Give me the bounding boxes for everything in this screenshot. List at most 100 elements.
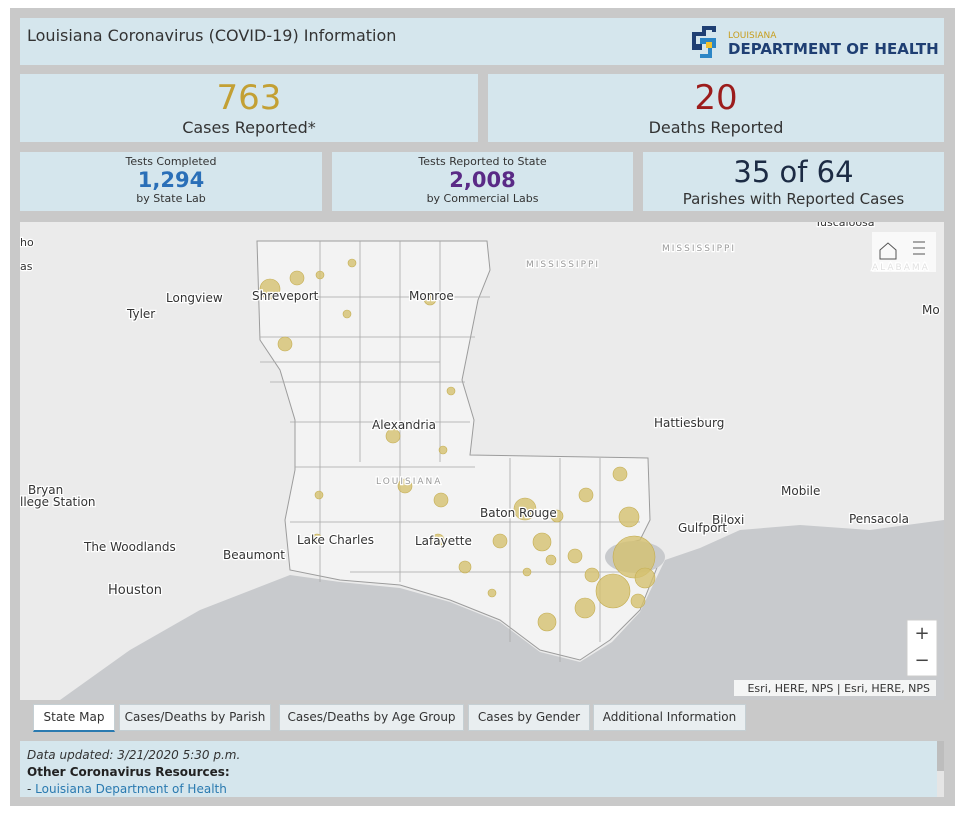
gulf: [60, 520, 944, 700]
case-circle: [315, 270, 325, 280]
zoom-box: [906, 619, 938, 677]
case-circle: [492, 533, 508, 549]
case-circle: [550, 509, 564, 523]
tab[interactable]: Cases/Deaths by Parish: [119, 704, 271, 731]
tests-panel: Tests Completed 1,294 by State Lab: [20, 152, 322, 211]
resources: Other Coronavirus Resources:: [27, 765, 230, 779]
logo-main: DEPARTMENT OF HEALTH: [728, 40, 939, 58]
cases-label: Cases Reported*: [182, 118, 316, 137]
map: ho as Longview Tyler Shreveport Monroe MISSISS…: [20, 222, 944, 700]
scrollbar[interactable]: [937, 741, 944, 797]
home-button[interactable]: [879, 242, 897, 260]
case-circle: [567, 548, 583, 564]
place-label: MISSISSIPPI: [662, 244, 736, 254]
case-circle: [522, 567, 532, 577]
cases-value: 763: [216, 78, 282, 118]
deaths-label: Deaths Reported: [648, 118, 784, 137]
deaths-value: 20: [694, 78, 738, 118]
place-label: Bryan: [28, 483, 63, 497]
place-label: Alexandria: [372, 418, 436, 432]
case-circle: [311, 533, 323, 545]
tab[interactable]: Cases/Deaths by Age Group: [279, 704, 464, 731]
case-circle: [423, 292, 437, 306]
case-circle: [634, 567, 656, 589]
case-circle: [289, 270, 305, 286]
case-circle: [630, 593, 646, 609]
place-label: Longview: [166, 291, 223, 305]
case-circle: [578, 487, 594, 503]
place-label: Mobile: [781, 484, 820, 498]
parishes-label: Parishes with Reported Cases: [682, 190, 905, 208]
commercial-panel: Tests Reported to State 2,008 by Commerc…: [332, 152, 633, 211]
louisiana: [256, 240, 661, 661]
case-circle: [612, 535, 656, 579]
tab[interactable]: Additional Information: [593, 704, 746, 731]
tab[interactable]: State Map: [33, 704, 115, 732]
case-circle: [513, 497, 537, 521]
parishes-panel: 35 of 64 Parishes with Reported Cases: [643, 152, 944, 211]
commercial-value: 2,008: [449, 168, 516, 192]
parishes-value: 35 of 64: [733, 155, 854, 189]
case-circle: [397, 478, 413, 494]
case-circle: [446, 386, 456, 396]
place-label: Gulfport: [678, 521, 727, 535]
place-label: Tyler: [126, 307, 155, 321]
case-circle: [385, 428, 401, 444]
commercial-title: Tests Reported to State: [418, 155, 547, 168]
zoom-out[interactable]: −: [914, 650, 929, 671]
place-label: as: [20, 260, 33, 273]
case-circle: [537, 612, 557, 632]
place-label: Lake Charles: [297, 533, 374, 547]
cases-panel: 763 Cases Reported*: [20, 74, 478, 142]
place-label: Houston: [108, 583, 162, 598]
updated: Data updated: 3/21/2020 5:30 p.m.: [27, 748, 241, 762]
tab[interactable]: Cases by Gender: [468, 704, 590, 731]
parish-lines: [260, 241, 640, 662]
case-circle: [595, 573, 631, 609]
place-label: Hattiesburg: [654, 416, 724, 430]
map-tools[interactable]: [872, 232, 936, 272]
attribution-box: [734, 680, 936, 696]
tests-value: 1,294: [137, 168, 205, 192]
case-circle: [277, 336, 293, 352]
legend-button[interactable]: [913, 241, 925, 255]
case-circle: [618, 506, 640, 528]
place-label: MISSISSIPPI: [526, 260, 600, 270]
link-prefix: -: [27, 782, 36, 796]
case-circle: [347, 258, 357, 268]
commercial-subtitle: by Commercial Labs: [426, 192, 539, 205]
case-circle: [431, 533, 445, 547]
case-circle: [574, 597, 596, 619]
place-label: Lafayette: [415, 534, 472, 548]
place-label: Mo: [922, 303, 940, 317]
case-circle: [342, 309, 352, 319]
attribution: Esri, HERE, NPS | Esri, HERE, NPS: [747, 682, 930, 695]
case-circle: [487, 588, 497, 598]
case-circle: [532, 532, 552, 552]
place-label: Shreveport: [252, 289, 319, 303]
deaths-panel: 20 Deaths Reported: [488, 74, 944, 142]
link[interactable]: Louisiana Department of Health: [35, 782, 227, 796]
tests-title: Tests Completed: [125, 155, 217, 168]
case-circle: [259, 278, 281, 300]
logo-top: LOUISIANA: [728, 31, 777, 41]
place-label: The Woodlands: [83, 540, 176, 554]
title: Louisiana Coronavirus (COVID-19) Informa…: [27, 26, 397, 45]
case-circle: [314, 490, 324, 500]
place-label: ho: [20, 236, 34, 249]
place-label: Pensacola: [849, 512, 909, 526]
tests-subtitle: by State Lab: [136, 192, 206, 205]
place-label: llege Station: [20, 495, 96, 509]
header: Louisiana Coronavirus (COVID-19) Informa…: [20, 18, 944, 65]
case-circle: [433, 492, 449, 508]
place-label: Tuscaloosa: [814, 222, 875, 229]
place-label: Biloxi: [712, 513, 744, 527]
case-circle: [584, 567, 600, 583]
place-label: Monroe: [409, 289, 454, 303]
link-row: - Louisiana Department of Health: [27, 782, 227, 796]
footer: Data updated: 3/21/2020 5:30 p.m. Other …: [20, 741, 944, 797]
zoom-in[interactable]: +: [914, 623, 929, 644]
place-label: Beaumont: [223, 548, 285, 562]
logo: LOUISIANA DEPARTMENT OF HEALTH: [692, 26, 939, 58]
